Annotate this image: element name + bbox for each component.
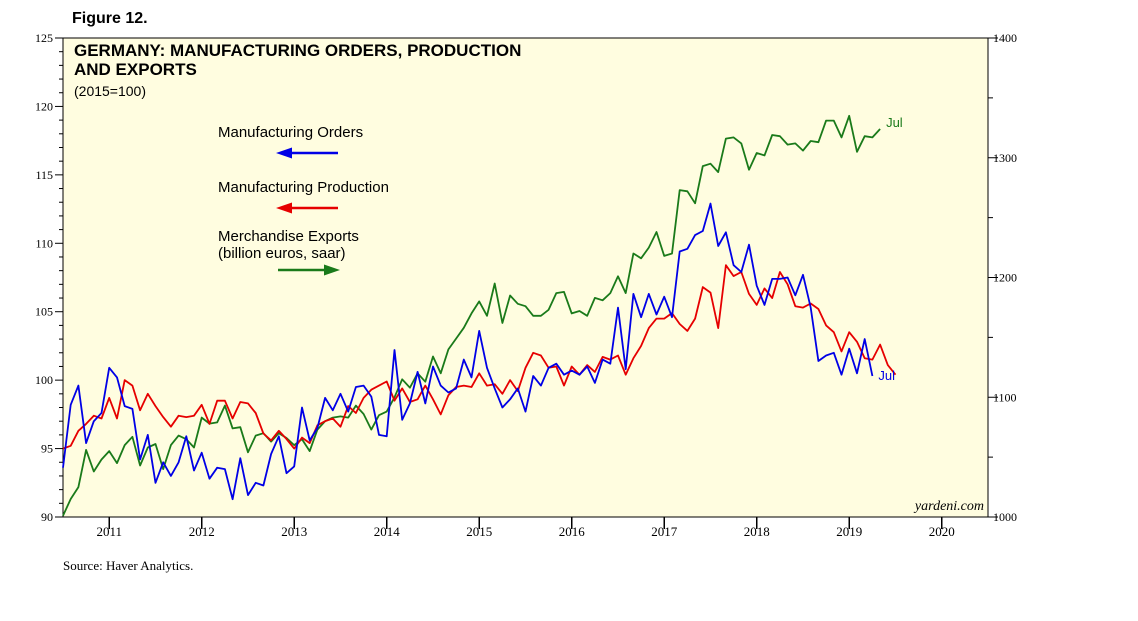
series-line-manufacturing-production xyxy=(62,264,897,450)
right-axis-tick-label: 1200 xyxy=(993,271,1017,285)
right-axis-tick-label: 1300 xyxy=(993,151,1017,165)
end-label-exports: Jul xyxy=(886,115,903,130)
left-axis-tick-label: 115 xyxy=(35,168,53,182)
x-axis-year-label: 2013 xyxy=(281,524,307,539)
legend-label-orders: Manufacturing Orders xyxy=(218,124,363,141)
left-axis-tick-label: 100 xyxy=(35,373,53,387)
end-label-orders: Jul xyxy=(878,368,895,383)
legend-item-orders: Manufacturing Orders xyxy=(218,124,363,159)
left-axis-tick-label: 120 xyxy=(35,99,53,113)
chart-title-line1: GERMANY: MANUFACTURING ORDERS, PRODUCTIO… xyxy=(74,41,521,60)
legend-item-exports: Merchandise Exports (billion euros, saar… xyxy=(218,228,359,276)
legend-arrow-left-icon xyxy=(276,147,292,159)
legend-sublabel-exports: (billion euros, saar) xyxy=(218,245,346,262)
x-axis-year-label: 2019 xyxy=(836,524,862,539)
x-axis: 2011 2012 2013 2014 2015 2016 2017 2018 2019 2020 xyxy=(96,517,955,539)
x-axis-year-label: 2015 xyxy=(466,524,492,539)
x-axis-year-label: 2016 xyxy=(559,524,586,539)
left-axis-tick-label: 125 xyxy=(35,31,53,45)
right-axis-tick-label: 1100 xyxy=(993,390,1017,404)
figure-label: Figure 12. xyxy=(72,10,148,27)
legend-arrow-left-icon xyxy=(276,202,292,214)
right-axis-tick-label: 1400 xyxy=(993,31,1017,45)
x-axis-year-label: 2020 xyxy=(929,524,955,539)
legend: Manufacturing Orders Manufacturing Produ… xyxy=(218,124,389,276)
legend-arrow-right-icon xyxy=(324,264,340,276)
source-note: Source: Haver Analytics. xyxy=(63,558,193,573)
chart-subtitle: (2015=100) xyxy=(74,83,146,99)
left-axis: 90 95 100 105 110 115 120 125 xyxy=(35,31,63,524)
left-axis-tick-label: 110 xyxy=(35,236,53,250)
watermark: yardeni.com xyxy=(913,499,984,514)
legend-item-production: Manufacturing Production xyxy=(218,179,389,214)
left-axis-tick-label: 90 xyxy=(41,510,53,524)
left-axis-tick-label: 105 xyxy=(35,305,53,319)
left-axis-tick-label: 95 xyxy=(41,442,53,456)
series-line-merchandise-exports xyxy=(62,114,881,517)
x-axis-year-label: 2012 xyxy=(189,524,215,539)
plot-panel xyxy=(62,37,989,518)
legend-label-production: Manufacturing Production xyxy=(218,179,389,196)
x-axis-year-label: 2018 xyxy=(744,524,770,539)
legend-label-exports: Merchandise Exports xyxy=(218,228,359,245)
x-axis-year-label: 2017 xyxy=(651,524,678,539)
right-axis: 1000 1100 1200 1300 1400 xyxy=(988,31,1017,524)
x-axis-year-label: 2014 xyxy=(374,524,401,539)
chart-title-line2: AND EXPORTS xyxy=(74,60,197,79)
series-line-manufacturing-orders xyxy=(62,202,874,501)
right-axis-tick-label: 1000 xyxy=(993,510,1017,524)
series-group xyxy=(62,114,897,517)
x-axis-year-label: 2011 xyxy=(96,524,122,539)
